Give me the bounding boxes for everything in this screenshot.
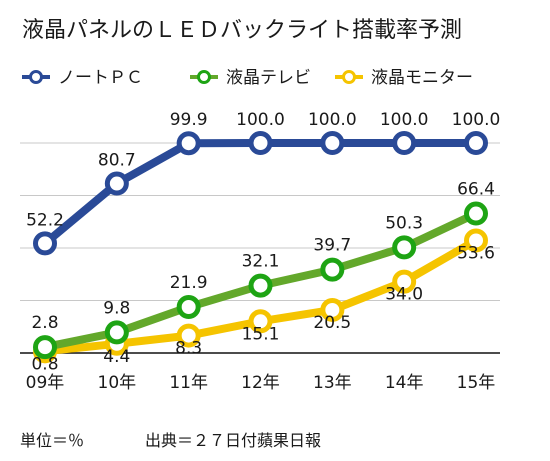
legend-label: 液晶モニター [371,68,473,88]
data-point [248,309,273,334]
chart-legend: ノートＰＣ 液晶テレビ 液晶モニター [22,68,473,88]
data-point [464,228,488,253]
data-point [176,295,201,320]
x-tick-label: 12年 [241,373,280,393]
data-point [320,131,345,155]
data-label: 39.7 [313,236,351,256]
data-label: 15.1 [242,324,280,344]
chart-title: 液晶パネルのＬＥＤバックライト搭載率予測 [22,18,462,43]
data-labels: 52.2 80.7 99.9 100.0 100.0 100.0 100.0 2.8 9.8 21… [26,110,500,374]
data-label: 34.0 [385,285,423,305]
data-point [33,231,57,256]
data-label: 80.7 [98,151,136,171]
data-label: 100.0 [236,110,285,130]
data-label: 100.0 [308,110,357,130]
legend-label: ノートＰＣ [58,68,143,88]
x-tick-label: 11年 [169,373,208,393]
data-label: 99.9 [170,110,208,130]
source-note: 出典＝２７日付蘋果日報 [145,431,321,450]
data-label: 100.0 [452,110,501,130]
data-label: 50.3 [385,213,423,233]
data-point [392,235,417,260]
series-points [33,131,488,364]
x-tick-label: 13年 [313,373,352,393]
data-point [176,323,201,348]
data-label: 0.8 [31,354,58,374]
data-point [248,131,273,155]
data-point [33,335,57,360]
data-label: 21.9 [170,273,208,293]
data-label: 9.8 [103,298,130,318]
data-label: 8.3 [175,339,202,359]
data-point [248,273,273,298]
unit-note: 単位＝％ [20,431,84,450]
x-axis-ticks: 09年 10年 11年 12年 13年 14年 15年 [26,373,496,393]
x-tick-label: 15年 [457,373,496,393]
data-label: 32.1 [242,252,280,272]
data-point [320,257,345,282]
data-point [104,171,129,196]
legend-marker [197,70,211,84]
x-tick-label: 09年 [26,373,65,393]
data-label: 20.5 [313,313,351,333]
data-label: 53.6 [457,243,495,263]
data-point [392,131,417,155]
data-point [464,201,488,226]
data-label: 4.4 [103,347,130,367]
data-point [320,297,345,322]
data-label: 100.0 [380,110,429,130]
data-point [176,131,201,156]
data-point [464,131,488,155]
data-point [392,269,417,294]
data-point [104,320,129,345]
legend-marker [342,70,356,84]
data-label: 52.2 [26,210,64,230]
legend-label: 液晶テレビ [226,68,311,88]
legend-marker [29,70,43,84]
x-tick-label: 10年 [98,373,137,393]
data-label: 66.4 [457,180,495,200]
x-tick-label: 14年 [385,373,424,393]
data-label: 2.8 [31,313,58,333]
